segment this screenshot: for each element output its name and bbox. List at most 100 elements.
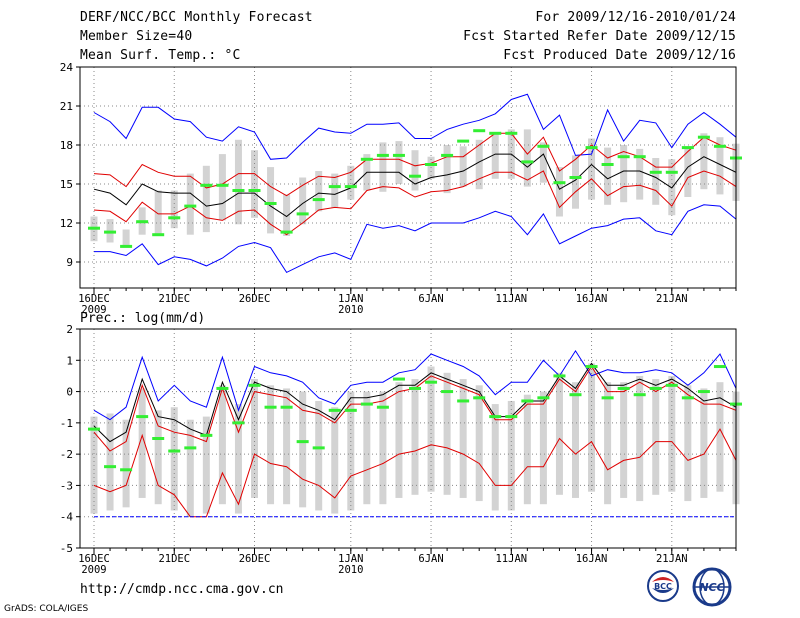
observation-marker (216, 386, 229, 390)
observation-marker (328, 185, 341, 189)
ensemble-box (379, 142, 387, 192)
observation-marker (376, 153, 389, 157)
ensemble-box (620, 145, 628, 203)
ensemble-box (234, 404, 242, 514)
x-tick-label: 21DEC (158, 553, 190, 565)
observation-marker (553, 181, 566, 185)
ensemble-box (395, 141, 403, 184)
ensemble-box (475, 385, 483, 502)
ensemble-box (507, 400, 515, 511)
observation-marker (344, 408, 357, 412)
ensemble-box (154, 410, 162, 505)
observation-marker (312, 446, 325, 450)
observation-marker (489, 131, 502, 135)
observation-marker (216, 183, 229, 187)
ensemble-box (267, 385, 275, 505)
ensemble-box (620, 382, 628, 498)
observation-marker (344, 185, 357, 189)
observation-marker (681, 146, 694, 150)
observation-marker (280, 230, 293, 234)
observation-marker (473, 129, 486, 133)
ensemble-box (331, 173, 339, 208)
member-size: Member Size=40 (80, 29, 193, 44)
observation-marker (697, 390, 710, 394)
ncc-logo: NCC (692, 567, 732, 607)
observation-marker (633, 393, 646, 397)
ensemble-box (459, 146, 467, 187)
source-url[interactable]: http://cmdp.ncc.cma.gov.cn (80, 582, 284, 597)
observation-marker (601, 396, 614, 400)
y-tick-label: 24 (60, 61, 74, 74)
ensemble-box (106, 413, 114, 511)
ensemble-box (138, 388, 146, 498)
ensemble-box (347, 391, 355, 511)
observation-marker (681, 396, 694, 400)
ensemble-box (588, 138, 596, 200)
x-tick-label: 11JAN (495, 553, 527, 565)
ensemble-box (299, 177, 307, 225)
ensemble-box (251, 379, 258, 498)
observation-marker (489, 415, 502, 419)
y-tick-label: -2 (60, 448, 73, 461)
y-tick-label: 1 (66, 354, 73, 367)
observation-marker (601, 163, 614, 166)
ensemble-box (299, 391, 307, 508)
ensemble-box (684, 385, 692, 502)
ncc-logo-text: NCC (699, 581, 724, 594)
series-mean-line (93, 362, 737, 443)
ensemble-box (459, 379, 467, 498)
ensemble-box (202, 165, 210, 233)
observation-marker (104, 465, 117, 469)
ensemble-box (234, 139, 242, 225)
ensemble-box (716, 382, 724, 492)
observation-marker (441, 390, 454, 394)
forecast-produced-date: Fcst Produced Date 2009/12/16 (503, 48, 736, 63)
observation-marker (120, 244, 133, 248)
observation-marker (585, 365, 598, 369)
ensemble-box (636, 148, 644, 200)
observation-marker (392, 377, 405, 381)
ensemble-box (700, 388, 708, 498)
bcc-logo-text: BCC (654, 582, 672, 591)
observation-marker (280, 405, 293, 409)
observation-marker (617, 386, 630, 390)
x-tick-label: 16DEC (78, 293, 110, 305)
ensemble-box (315, 400, 323, 511)
observation-marker (569, 176, 582, 179)
observation-marker (521, 399, 534, 403)
ensemble-box (283, 388, 291, 505)
observation-marker (296, 212, 309, 216)
observation-marker (120, 468, 133, 472)
ensemble-box (218, 385, 226, 505)
y-tick-label: -5 (60, 542, 73, 555)
series-p25-line (93, 428, 737, 518)
ensemble-box (202, 416, 210, 514)
x-tick-label: 26DEC (239, 293, 271, 305)
ensemble-box (523, 129, 531, 187)
x-tick-label: 1JAN (338, 293, 363, 305)
ensemble-box (267, 167, 275, 234)
ensemble-box (491, 404, 499, 511)
series-min-line (94, 204, 737, 274)
ensemble-box (186, 419, 194, 517)
observation-marker (200, 183, 213, 187)
observation-marker (569, 393, 582, 397)
observation-marker (585, 146, 598, 150)
bcc-logo: BCC (647, 570, 679, 602)
x-tick-label: 16JAN (576, 553, 608, 565)
y-tick-label: 12 (60, 217, 73, 230)
plot-frame (79, 328, 737, 549)
series-max-line (93, 349, 737, 421)
observation-marker (409, 174, 421, 178)
ensemble-box (652, 158, 660, 205)
observation-marker (168, 216, 181, 220)
series-p10-line (93, 170, 737, 236)
observation-marker (136, 415, 149, 419)
observation-marker (441, 153, 454, 157)
ensemble-box (523, 394, 531, 505)
ensemble-box (491, 132, 499, 179)
ensemble-box (555, 372, 563, 495)
observation-marker (425, 380, 438, 384)
